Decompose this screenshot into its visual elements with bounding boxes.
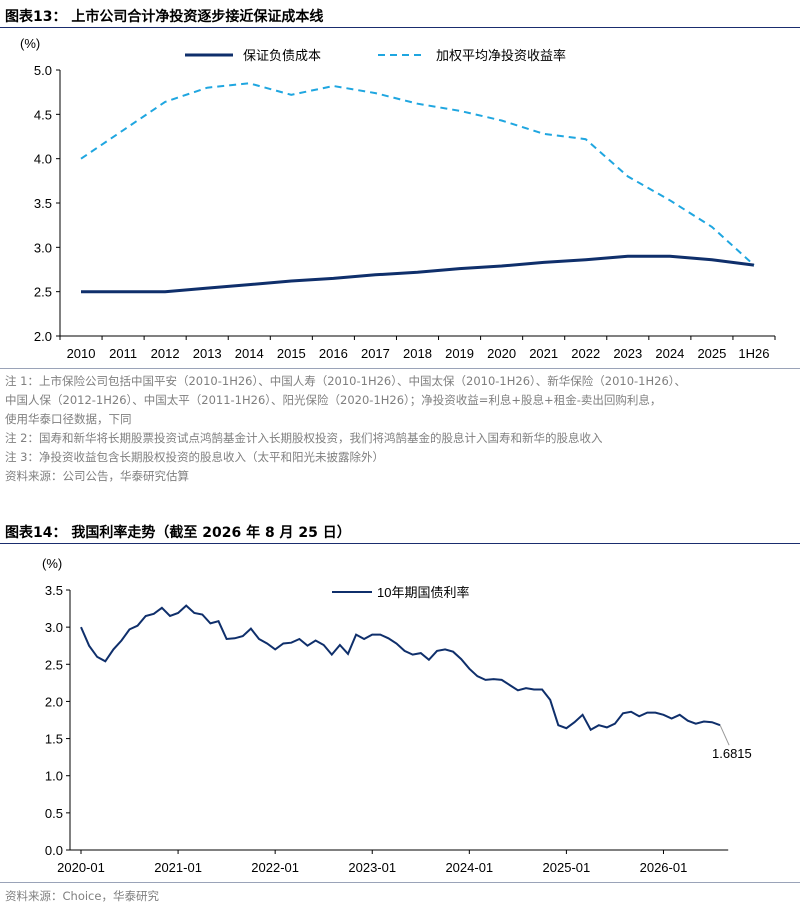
note-1-line-3: 使用华泰口径数据，下同 — [5, 412, 132, 426]
legend-label: 10年期国债利率 — [377, 585, 469, 600]
y-tick-label: 0.5 — [45, 806, 63, 821]
figure13-source: 资料来源：公司公告，华泰研究估算 — [5, 469, 189, 483]
note-3: 注 3：净投资收益包含长期股权投资的股息收入（太平和阳光未披露除外） — [5, 450, 384, 464]
x-tick-label: 2022-01 — [251, 860, 299, 875]
x-tick-label: 2016 — [319, 346, 348, 361]
figure13-title-rule — [0, 27, 800, 28]
note-1-line-2: 中国人保（2012-1H26）、中国太平（2011-1H26）、阳光保险（202… — [5, 393, 662, 407]
x-tick-label: 2020-01 — [57, 860, 105, 875]
y-tick-label: 1.0 — [45, 769, 63, 784]
y-tick-label: 4.0 — [34, 152, 52, 167]
y-tick-label: 3.0 — [34, 240, 52, 255]
x-tick-label: 2021 — [529, 346, 558, 361]
x-tick-label: 2011 — [109, 346, 137, 361]
y-tick-label: 3.0 — [45, 620, 63, 635]
series-line-10y-yield — [80, 604, 721, 732]
y-tick-label: 3.5 — [45, 583, 63, 598]
y-unit-label: (%) — [20, 36, 40, 51]
y-tick-label: 2.5 — [45, 657, 63, 672]
y-tick-label: 2.5 — [34, 285, 52, 300]
x-tick-label: 2019 — [445, 346, 474, 361]
y-tick-label: 0.0 — [45, 843, 63, 858]
y-tick-label: 2.0 — [34, 329, 52, 344]
x-tick-label: 2020 — [487, 346, 516, 361]
x-tick-label: 2017 — [361, 346, 390, 361]
note-2: 注 2：国寿和新华将长期股票投资试点鸿鹄基金计入长期股权投资，我们将鸿鹄基金的股… — [5, 431, 603, 445]
figure13-title: 图表13： 上市公司合计净投资逐步接近保证成本线 — [5, 9, 324, 25]
y-tick-label: 1.5 — [45, 732, 63, 747]
legend-label: 保证负债成本 — [243, 48, 321, 63]
y-tick-label: 3.5 — [34, 196, 52, 211]
legend-label: 加权平均净投资收益率 — [436, 48, 566, 63]
figure14-title-rule — [0, 543, 800, 544]
y-tick-label: 2.0 — [45, 694, 63, 709]
x-tick-label: 2026-01 — [640, 860, 688, 875]
figure14-bottom-rule — [0, 882, 800, 883]
x-tick-label: 2025-01 — [543, 860, 591, 875]
y-tick-label: 5.0 — [34, 63, 52, 78]
figure14-title: 图表14： 我国利率走势（截至 2026 年 8 月 25 日） — [5, 525, 351, 541]
note-1-line-1: 注 1：上市保险公司包括中国平安（2010-1H26）、中国人寿（2010-1H… — [5, 374, 687, 388]
x-tick-label: 2014 — [235, 346, 264, 361]
series-line-net-investment-yield — [80, 82, 755, 266]
x-tick-label: 2023-01 — [348, 860, 396, 875]
x-tick-label: 1H26 — [738, 346, 769, 361]
x-tick-label: 2012 — [151, 346, 180, 361]
annotation-last-value: 1.6815 — [712, 746, 752, 761]
x-tick-label: 2021-01 — [154, 860, 202, 875]
x-tick-label: 2024-01 — [445, 860, 493, 875]
x-tick-label: 2022 — [571, 346, 600, 361]
x-tick-label: 2018 — [403, 346, 432, 361]
chart-13-insurer-yield-vs-cost: (%) 2.0 2.5 3.0 3.5 4.0 4.5 5.0 2010 2011 2012 2013… — [20, 36, 776, 361]
x-tick-label: 2010 — [67, 346, 96, 361]
series-line-guaranteed-cost — [81, 254, 755, 294]
y-unit-label: (%) — [42, 556, 62, 571]
x-tick-label: 2023 — [613, 346, 642, 361]
x-tick-label: 2013 — [193, 346, 222, 361]
x-tick-label: 2015 — [277, 346, 306, 361]
figure13-notes: 注 1：上市保险公司包括中国平安（2010-1H26）、中国人寿（2010-1H… — [5, 372, 795, 486]
x-tick-label: 2025 — [697, 346, 726, 361]
annotation-leader-line — [719, 724, 730, 746]
figure13-bottom-rule — [0, 368, 800, 369]
figure14-source: 资料来源：Choice，华泰研究 — [5, 889, 159, 903]
x-tick-label: 2024 — [655, 346, 684, 361]
chart-14-china-10y-yield: (%) 0.0 0.5 1.0 1.5 2.0 2.5 3.0 3.5 2020-01 2021-0… — [42, 556, 752, 875]
y-tick-label: 4.5 — [34, 107, 52, 122]
